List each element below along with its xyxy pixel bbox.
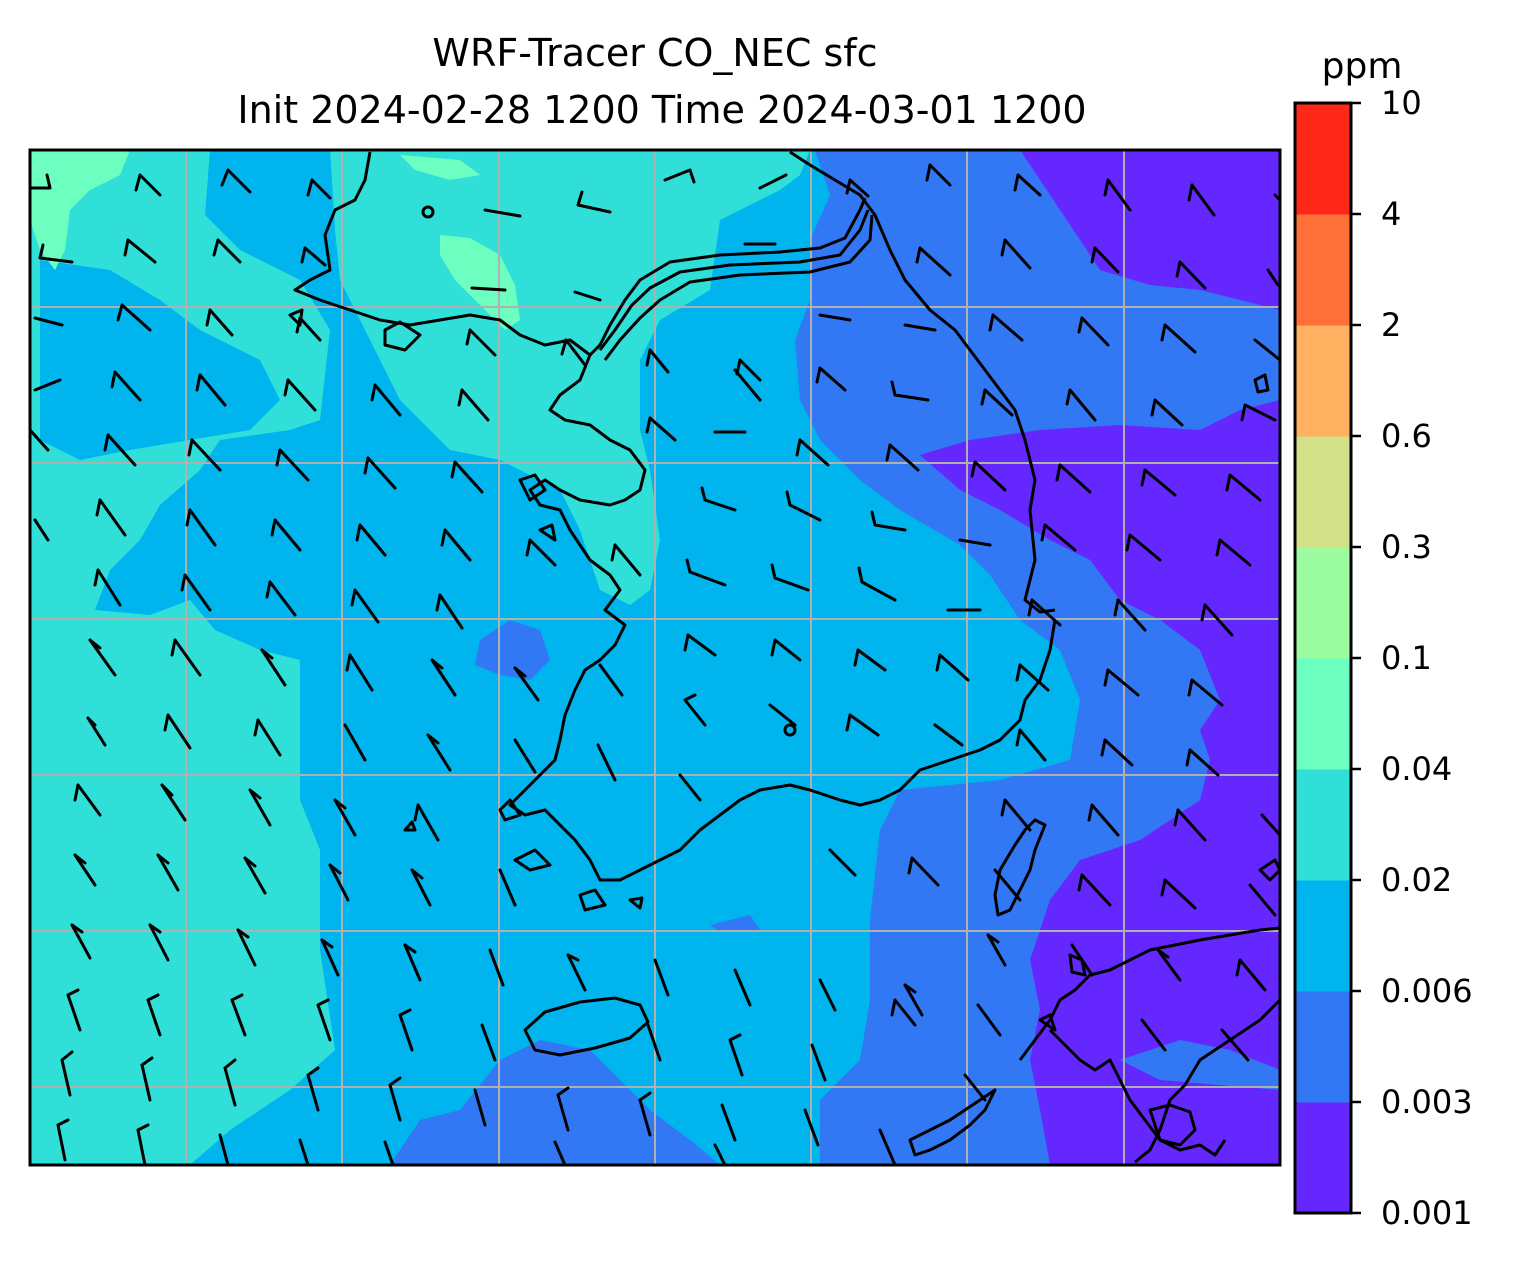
field-band-0-003-sw — [390, 1040, 720, 1165]
colorbar-segment — [1295, 769, 1351, 881]
colorbar-tick-label: 0.02 — [1381, 861, 1452, 899]
colorbar-segment — [1295, 991, 1351, 1103]
colorbar-tick-label: 10 — [1381, 84, 1422, 122]
colorbar-segment — [1295, 436, 1351, 548]
colorbar-tick-label: 0.3 — [1381, 528, 1432, 566]
colorbar-tick-label: 0.6 — [1381, 417, 1432, 455]
field-band-0-001-ne — [1020, 150, 1280, 310]
colorbar-segment — [1295, 880, 1351, 992]
colorbar-tick-label: 0.006 — [1381, 972, 1473, 1010]
map-panel — [30, 150, 1280, 1165]
colorbar-segment — [1295, 1102, 1351, 1214]
colorbar-tick-label: 0.1 — [1381, 639, 1432, 677]
colorbar-tick-label: 0.04 — [1381, 750, 1452, 788]
field-band-0-02-pocket — [40, 260, 280, 460]
field-band-0-02-strip — [30, 450, 110, 600]
colorbar: 0.001 0.003 0.006 0.02 0.04 0.1 0.3 0.6 2 4 10 — [1293, 84, 1473, 1232]
map-frame — [28, 148, 1282, 1167]
wind-barbs — [30, 163, 1280, 1165]
colorbar-tick-label: 0.001 — [1381, 1194, 1473, 1232]
colorbar-unit: ppm — [1322, 46, 1403, 87]
title-line-2: Init 2024-02-28 1200 Time 2024-03-01 120… — [237, 88, 1086, 132]
colorbar-tick-label: 0.003 — [1381, 1083, 1473, 1121]
field-band-0-003-se-pocket — [1120, 1040, 1280, 1090]
title-line-1: WRF-Tracer CO_NEC sfc — [432, 31, 877, 75]
colorbar-segment — [1295, 325, 1351, 437]
colorbar-segment — [1295, 214, 1351, 326]
field-band-0-003-center — [475, 620, 550, 680]
colorbar-segment — [1295, 103, 1351, 215]
colorbar-segment — [1295, 547, 1351, 659]
colorbar-tick-label: 4 — [1381, 195, 1401, 233]
field-band-0-04-n2 — [400, 155, 480, 180]
field-band-0-003-small — [710, 915, 760, 932]
colorbar-tick-label: 2 — [1381, 306, 1401, 344]
colorbar-segment — [1295, 658, 1351, 770]
coastlines — [288, 150, 1280, 1164]
field-band-0-04-nw — [30, 150, 130, 270]
field-band-0-001-e — [920, 400, 1280, 1165]
